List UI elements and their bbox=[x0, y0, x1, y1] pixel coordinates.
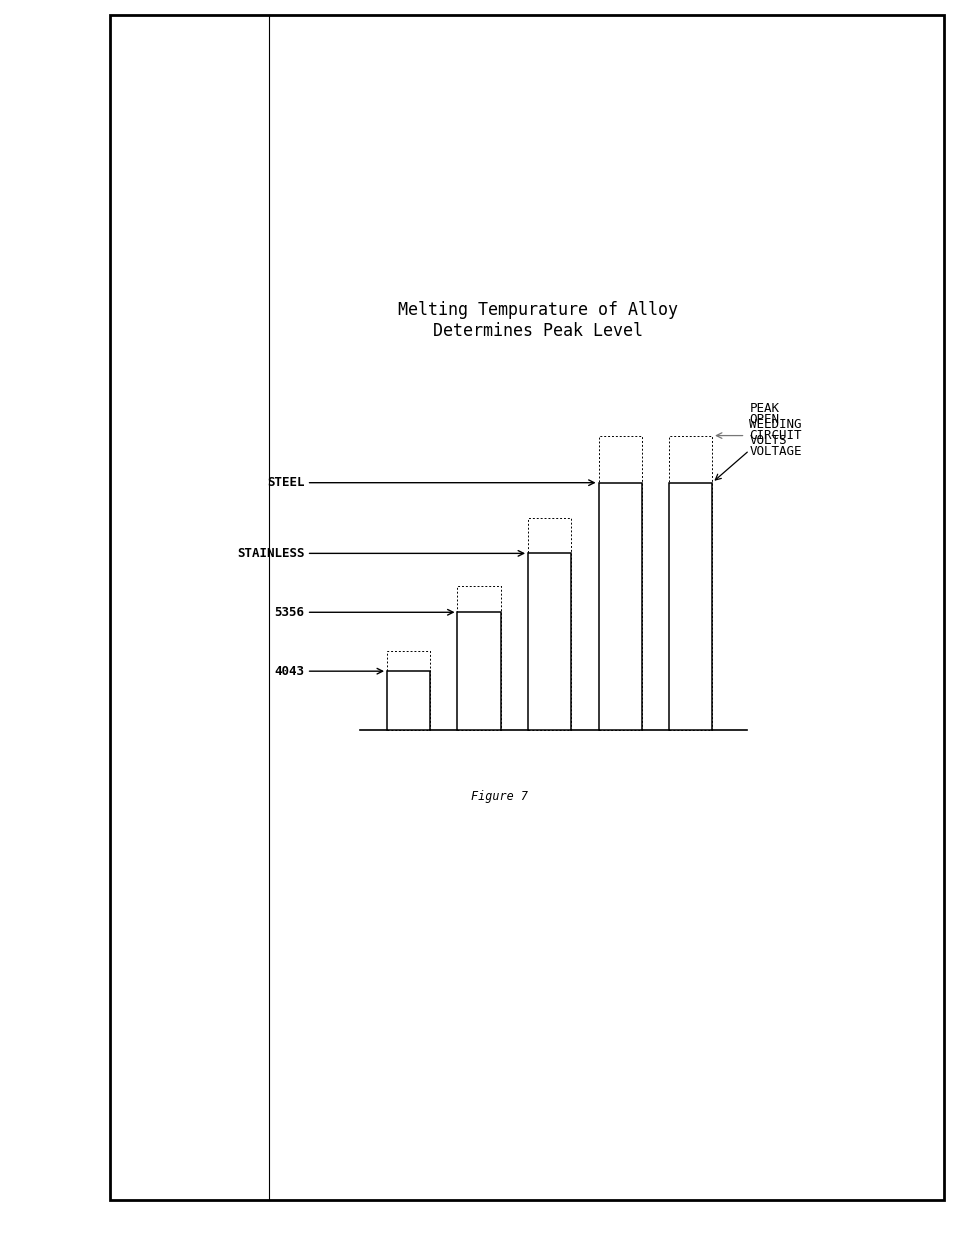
Text: STEEL: STEEL bbox=[267, 477, 304, 489]
Bar bbox=[527, 517, 571, 730]
Text: Melting Tempurature of Alloy
Determines Peak Level: Melting Tempurature of Alloy Determines … bbox=[397, 301, 678, 340]
Bar bbox=[668, 436, 712, 730]
Bar bbox=[457, 585, 500, 730]
Bar bbox=[598, 436, 641, 730]
Text: PEAK
WELDING
VOLTS: PEAK WELDING VOLTS bbox=[749, 403, 801, 447]
Text: Figure 7: Figure 7 bbox=[471, 790, 527, 804]
Bar bbox=[527, 553, 571, 730]
Bar bbox=[387, 651, 430, 730]
Bar bbox=[598, 483, 641, 730]
Text: STAINLESS: STAINLESS bbox=[236, 547, 304, 559]
Bar bbox=[668, 483, 712, 730]
Text: 4043: 4043 bbox=[274, 664, 304, 678]
Bar bbox=[387, 671, 430, 730]
Text: 5356: 5356 bbox=[274, 606, 304, 619]
Bar bbox=[457, 613, 500, 730]
Text: OPEN
CIRCUIT
VOLTAGE: OPEN CIRCUIT VOLTAGE bbox=[749, 412, 801, 458]
